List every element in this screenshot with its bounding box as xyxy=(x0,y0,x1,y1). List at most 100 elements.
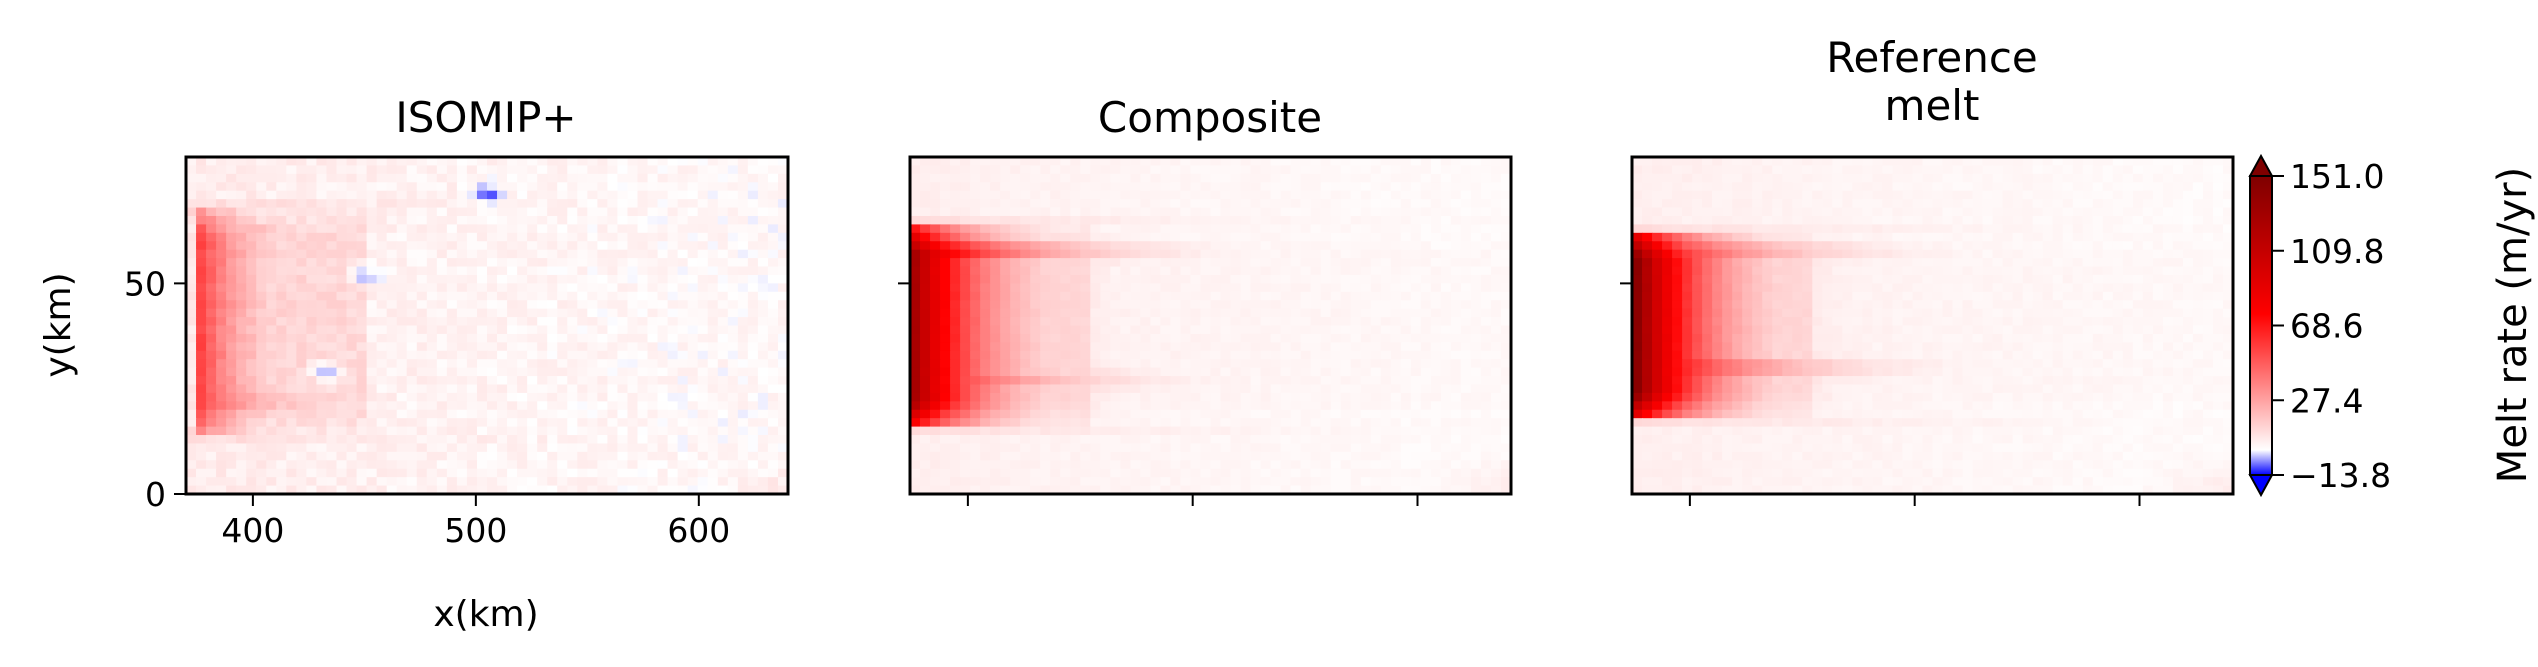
heatmap-cell xyxy=(1400,443,1412,453)
heatmap-cell xyxy=(206,392,217,402)
heatmap-cell xyxy=(1210,342,1222,352)
heatmap-cell xyxy=(2222,157,2234,167)
heatmap-cell xyxy=(920,274,931,284)
heatmap-cell xyxy=(276,384,287,394)
heatmap-cell xyxy=(990,426,1001,436)
heatmap-cell xyxy=(1050,426,1061,436)
heatmap-cell xyxy=(446,409,458,419)
heatmap-cell xyxy=(1430,199,1442,209)
heatmap-cell xyxy=(1380,325,1392,335)
heatmap-cell xyxy=(1470,359,1482,369)
heatmap-cell xyxy=(346,182,358,192)
heatmap-cell xyxy=(1160,409,1172,419)
heatmap-cell xyxy=(1140,477,1151,487)
heatmap-cell xyxy=(336,325,348,335)
heatmap-cell xyxy=(426,182,438,192)
heatmap-cell xyxy=(426,333,438,343)
heatmap-cell xyxy=(980,274,991,284)
heatmap-cell xyxy=(226,157,237,167)
heatmap-cell xyxy=(970,300,981,310)
heatmap-cell xyxy=(960,418,971,428)
heatmap-cell xyxy=(1130,359,1141,369)
heatmap-cell xyxy=(226,401,237,411)
heatmap-cell xyxy=(366,477,378,487)
heatmap-cell xyxy=(537,418,548,428)
heatmap-cell xyxy=(667,173,679,183)
heatmap-cell xyxy=(1040,342,1051,352)
heatmap-cell xyxy=(1120,443,1131,453)
heatmap-cell xyxy=(1230,207,1242,217)
heatmap-cell xyxy=(1160,165,1172,175)
heatmap-cell xyxy=(1682,157,1693,167)
heatmap-cell xyxy=(1090,291,1101,301)
heatmap-cell xyxy=(517,333,528,343)
heatmap-cell xyxy=(1490,485,1502,495)
heatmap-cell xyxy=(1802,165,1813,175)
heatmap-cell xyxy=(456,308,468,318)
heatmap-cell xyxy=(1300,190,1312,200)
heatmap-cell xyxy=(507,426,518,436)
heatmap-cell xyxy=(436,451,448,461)
heatmap-cell xyxy=(487,207,498,217)
heatmap-cell xyxy=(920,224,931,234)
heatmap-cell xyxy=(1240,468,1252,478)
heatmap-cell xyxy=(950,376,961,386)
heatmap-cell xyxy=(727,333,739,343)
heatmap-cell xyxy=(910,165,921,175)
heatmap-cell xyxy=(276,274,287,284)
heatmap-cell xyxy=(1090,350,1101,360)
heatmap-cell xyxy=(336,266,348,276)
heatmap-cell xyxy=(426,384,438,394)
heatmap-cell xyxy=(1500,468,1512,478)
heatmap-cell xyxy=(1230,426,1242,436)
heatmap-cell xyxy=(747,392,759,402)
heatmap-cell xyxy=(1280,342,1292,352)
heatmap-cell xyxy=(1220,477,1232,487)
heatmap-cell xyxy=(1440,443,1452,453)
heatmap-cell xyxy=(1430,325,1442,335)
heatmap-cell xyxy=(1320,274,1332,284)
heatmap-cell xyxy=(557,342,568,352)
heatmap-cell xyxy=(1370,435,1382,445)
heatmap-cell xyxy=(607,333,619,343)
heatmap-cell xyxy=(627,157,639,167)
heatmap-cell xyxy=(1090,249,1101,259)
heatmap-cell xyxy=(950,283,961,293)
heatmap-cell xyxy=(1280,317,1292,327)
heatmap-cell xyxy=(1370,477,1382,487)
heatmap-cell xyxy=(497,426,508,436)
heatmap-cell xyxy=(206,468,217,478)
heatmap-cell xyxy=(1010,173,1021,183)
heatmap-cell xyxy=(1140,157,1151,167)
heatmap-cell xyxy=(406,249,418,259)
heatmap-cell xyxy=(777,409,789,419)
heatmap-cell xyxy=(1010,325,1021,335)
heatmap-cell xyxy=(1010,435,1021,445)
heatmap-cell xyxy=(1270,451,1282,461)
heatmap-cell xyxy=(1440,325,1452,335)
heatmap-cell xyxy=(960,215,971,226)
heatmap-cell xyxy=(296,435,307,445)
heatmap-cell xyxy=(1410,468,1422,478)
heatmap-cell xyxy=(1130,392,1141,402)
heatmap-cell xyxy=(1150,342,1162,352)
heatmap-cell xyxy=(607,182,619,192)
heatmap-cell xyxy=(1210,443,1222,453)
heatmap-cell xyxy=(1170,409,1182,419)
heatmap-cell xyxy=(1210,266,1222,276)
heatmap-cell xyxy=(1070,443,1081,453)
heatmap-cell xyxy=(1200,325,1212,335)
heatmap-cell xyxy=(1300,165,1312,175)
heatmap-cell xyxy=(1090,274,1101,284)
heatmap-cell xyxy=(196,418,207,428)
heatmap-cell xyxy=(226,485,237,495)
heatmap-cell xyxy=(637,333,649,343)
heatmap-cell xyxy=(1370,266,1382,276)
heatmap-cell xyxy=(1500,241,1512,251)
heatmap-cell xyxy=(306,350,318,360)
heatmap-cell xyxy=(236,241,247,251)
heatmap-cell xyxy=(186,392,197,402)
heatmap-cell xyxy=(196,266,207,276)
heatmap-cell xyxy=(266,241,277,251)
heatmap-cell xyxy=(557,308,568,318)
